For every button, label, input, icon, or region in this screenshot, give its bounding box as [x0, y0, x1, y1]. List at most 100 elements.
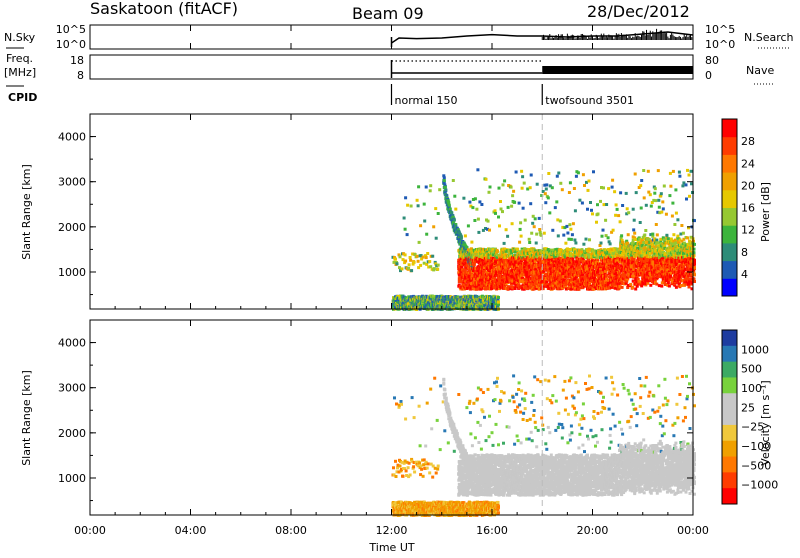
- upper-echo-cell: [511, 194, 514, 197]
- upper-echo-cell: [569, 181, 572, 184]
- freq-tick-top: 18: [70, 54, 84, 67]
- upper-echo-cell: [524, 219, 527, 222]
- upper-echo-cell: [485, 178, 488, 181]
- upper-echo-cell: [603, 203, 606, 206]
- upper-echo-cell: [530, 174, 533, 177]
- upper-echo-cell: [564, 242, 567, 245]
- upper-echo-cell: [434, 207, 437, 210]
- upper-echo-cell: [587, 189, 590, 192]
- streak-cell: [460, 237, 463, 240]
- early-band-cell: [410, 269, 413, 272]
- upper-echo-cell: [511, 222, 514, 225]
- upper-echo-cell: [432, 225, 435, 228]
- upper-echo-cell: [602, 229, 605, 232]
- upper-echo-cell: [536, 183, 539, 186]
- early-band-cell: [431, 255, 434, 258]
- upper-echo-cell: [565, 225, 568, 228]
- upper-echo-cell: [452, 179, 455, 182]
- upper-echo-cell: [417, 185, 420, 188]
- upper-echo-cell: [410, 205, 413, 208]
- early-band-cell: [436, 268, 439, 271]
- upper-echo-cell: [615, 203, 618, 206]
- upper-echo-cell: [568, 223, 571, 226]
- streak-cell: [444, 186, 447, 189]
- nave-tick-top: 80: [705, 54, 719, 67]
- upper-echo-cell: [556, 175, 559, 178]
- upper-echo-cell: [519, 221, 522, 224]
- upper-echo-cell: [611, 186, 614, 189]
- upper-echo-cell: [535, 233, 538, 236]
- upper-echo-cell: [591, 212, 594, 215]
- upper-echo-cell: [406, 233, 409, 236]
- upper-echo-cell: [597, 213, 600, 216]
- early-band-cell: [433, 267, 436, 270]
- upper-echo-cell: [510, 205, 513, 208]
- upper-echo-cell: [425, 186, 428, 189]
- upper-echo-cell: [617, 214, 620, 217]
- upper-echo-cell: [599, 200, 602, 203]
- upper-echo-cell: [545, 188, 548, 191]
- upper-echo-cell: [478, 200, 481, 203]
- early-band-cell: [408, 263, 411, 266]
- upper-echo-cell: [497, 216, 500, 219]
- upper-echo-cell: [498, 224, 501, 227]
- early-band-cell: [426, 252, 429, 255]
- summary-traces: [392, 29, 694, 78]
- upper-echo-cell: [531, 222, 534, 225]
- nsearch-tick-bottom: 10^0: [705, 38, 735, 51]
- upper-echo-cell: [577, 171, 580, 174]
- upper-echo-cell: [498, 187, 501, 190]
- upper-echo-cell: [595, 221, 598, 224]
- early-band-cell: [396, 262, 399, 265]
- upper-echo-cell: [575, 175, 578, 178]
- upper-echo-cell: [475, 208, 478, 211]
- beam-title: Beam 09: [352, 4, 424, 23]
- upper-echo-cell: [403, 217, 406, 220]
- upper-echo-cell: [572, 222, 575, 225]
- streak-cell: [443, 179, 446, 182]
- upper-echo-cell: [529, 202, 532, 205]
- early-band-cell: [404, 253, 407, 256]
- upper-echo-cell: [619, 191, 622, 194]
- upper-echo-cell: [429, 184, 432, 187]
- early-band-cell: [399, 255, 402, 258]
- upper-echo-cell: [423, 203, 426, 206]
- upper-echo-cell: [429, 189, 432, 192]
- freq-label-line2: [MHz]: [4, 66, 36, 79]
- upper-echo-cell: [474, 197, 477, 200]
- upper-echo-cell: [499, 200, 502, 203]
- early-band-cell: [402, 258, 405, 261]
- nsearch-tick-top: 10^5: [705, 23, 735, 36]
- early-band-cell: [416, 255, 419, 258]
- upper-echo-cell: [513, 201, 516, 204]
- upper-echo-cell: [473, 219, 476, 222]
- freq-alternating-block: [542, 66, 693, 74]
- upper-echo-cell: [437, 212, 440, 215]
- upper-echo-cell: [570, 238, 573, 241]
- upper-echo-cell: [548, 211, 551, 214]
- upper-echo-cell: [494, 209, 497, 212]
- upper-echo-cell: [616, 208, 619, 211]
- upper-echo-cell: [601, 235, 604, 238]
- upper-echo-cell: [417, 204, 420, 207]
- upper-echo-cell: [571, 233, 574, 236]
- upper-echo-cell: [566, 232, 569, 235]
- upper-echo-cell: [476, 168, 479, 171]
- early-band-cell: [429, 265, 432, 268]
- main-band-cell: [621, 286, 624, 289]
- upper-echo-cell: [573, 187, 576, 190]
- upper-echo-cell: [557, 234, 560, 237]
- upper-echo-cell: [574, 242, 577, 245]
- cpid-mode-label: normal 150: [395, 94, 458, 107]
- upper-echo-cell: [545, 183, 548, 186]
- upper-echo-cell: [529, 186, 532, 189]
- upper-echo-cell: [425, 233, 428, 236]
- upper-echo-cell: [423, 220, 426, 223]
- upper-echo-cell: [510, 186, 513, 189]
- streak-cell: [449, 208, 452, 211]
- upper-echo-cell: [506, 235, 509, 238]
- upper-echo-cell: [418, 241, 421, 244]
- upper-echo-cell: [520, 235, 523, 238]
- upper-echo-cell: [503, 242, 506, 245]
